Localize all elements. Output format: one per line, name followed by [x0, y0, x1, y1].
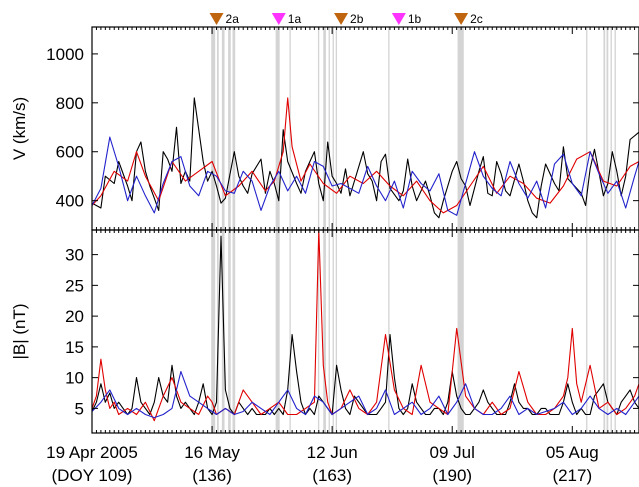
- y-tick-label: 10: [65, 369, 84, 388]
- event-label: 1b: [408, 12, 422, 26]
- x-tick-label: 12 Jun: [307, 443, 358, 462]
- y-tick-label: 800: [56, 94, 84, 113]
- series-line: [91, 235, 639, 416]
- y-tick-label: 20: [65, 307, 84, 326]
- y-axis-label: V (km/s): [10, 97, 29, 160]
- x-tick-doy-label: (217): [552, 466, 592, 485]
- x-tick-label: 05 Aug: [546, 443, 599, 462]
- y-tick-label: 1000: [46, 45, 84, 64]
- y-tick-label: 30: [65, 246, 84, 265]
- event-label: 1a: [288, 12, 302, 26]
- x-tick-doy-label: (DOY 109): [52, 466, 133, 485]
- series-line: [91, 136, 639, 216]
- x-tick-label: 09 Jul: [430, 443, 475, 462]
- y-tick-label: 400: [56, 192, 84, 211]
- y-tick-label: 15: [65, 338, 84, 357]
- event-label: 2b: [350, 12, 364, 26]
- series-line: [91, 97, 639, 219]
- y-axis-label: |B| (nT): [10, 303, 29, 359]
- event-marker-icon: [209, 13, 224, 25]
- event-label: 2c: [470, 12, 483, 26]
- x-tick-doy-label: (136): [192, 466, 232, 485]
- event-marker-icon: [391, 13, 406, 25]
- event-marker-icon: [454, 13, 469, 25]
- axes: 400 600 800 1000 V (km/s) 5 10 15 20 25 30 |B| (nT)…: [10, 26, 639, 485]
- panel-frame: [91, 26, 639, 231]
- event-label: 2a: [226, 12, 240, 26]
- x-tick-label: 16 May: [184, 443, 240, 462]
- x-tick-doy-label: (163): [312, 466, 352, 485]
- y-tick-label: 600: [56, 143, 84, 162]
- y-tick-label: 5: [75, 399, 84, 418]
- x-tick-doy-label: (190): [432, 466, 472, 485]
- series-lines: [91, 97, 639, 422]
- event-markers: 2a 1a 2b 1b 2c: [209, 12, 483, 26]
- y-tick-label: 25: [65, 276, 84, 295]
- event-marker-icon: [271, 13, 286, 25]
- panel-frame: [91, 229, 639, 434]
- series-line: [91, 370, 639, 419]
- series-line: [91, 229, 639, 422]
- event-marker-icon: [334, 13, 349, 25]
- x-tick-label: 19 Apr 2005: [46, 443, 138, 462]
